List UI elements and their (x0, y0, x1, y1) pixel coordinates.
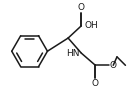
Text: HN: HN (66, 49, 79, 58)
Text: O: O (92, 79, 99, 88)
Text: O: O (78, 3, 85, 12)
Text: O: O (109, 61, 116, 70)
Text: OH: OH (84, 21, 98, 30)
